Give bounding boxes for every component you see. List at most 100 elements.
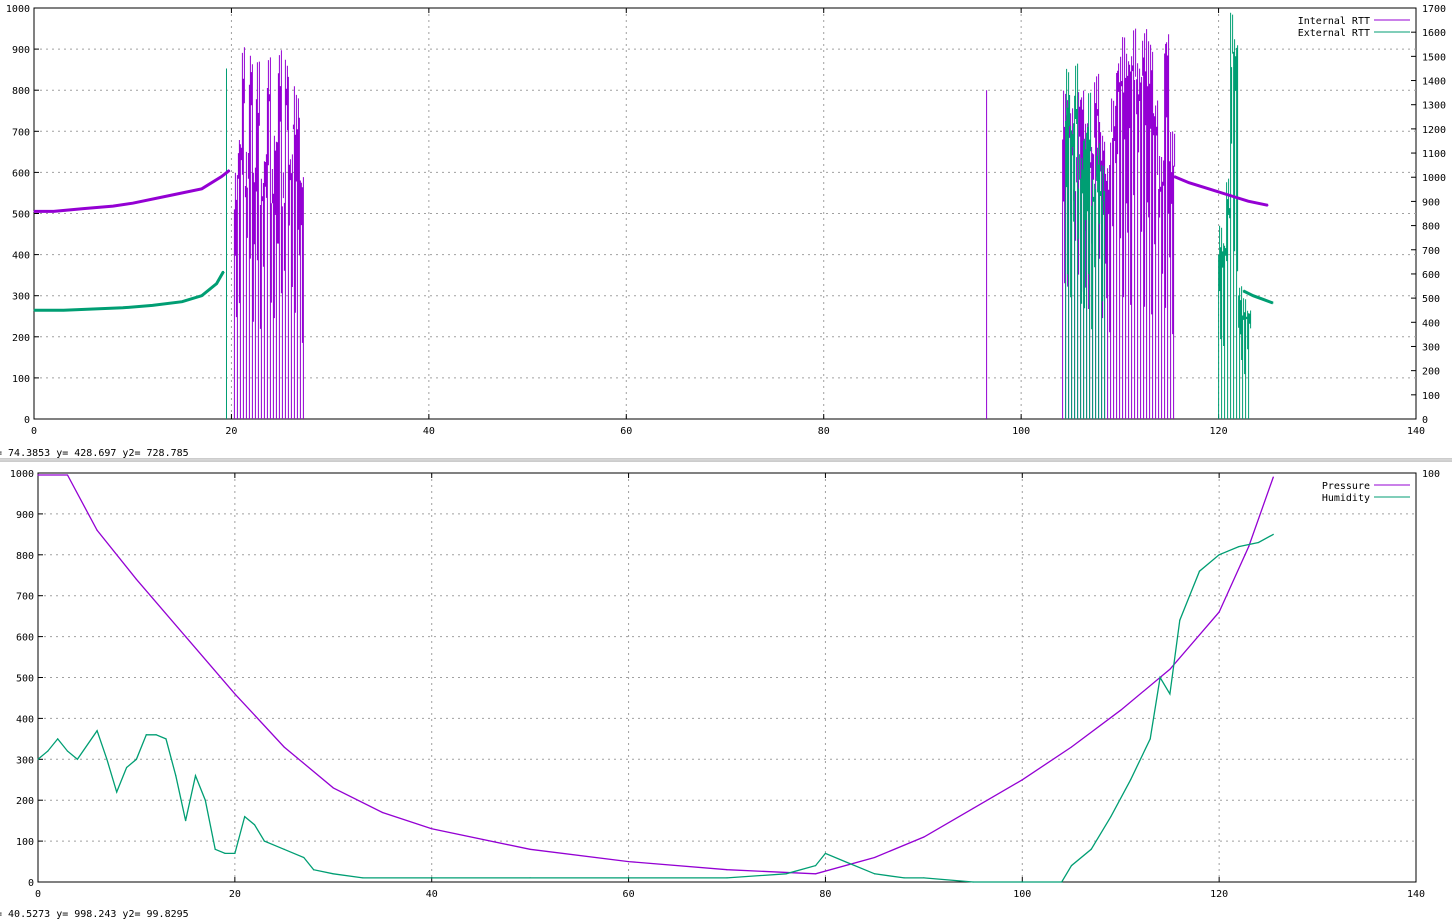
y-tick-label: 400 [16, 714, 34, 725]
data-point [1090, 848, 1092, 850]
y2-tick-label: 500 [1422, 294, 1440, 305]
data-point [228, 169, 231, 171]
data-point [1021, 779, 1023, 781]
burst-series [1062, 28, 1176, 419]
series-line [34, 270, 225, 312]
burst-series [233, 47, 304, 419]
y-tick-label: 500 [12, 210, 30, 221]
data-point [824, 852, 827, 854]
legend-label: External RTT [1298, 28, 1370, 39]
data-point [37, 758, 39, 760]
rtt-chart-panel[interactable]: 0 20 40 60 80 100 120 140 0 100 200 300 400 500 600 700… [0, 0, 1452, 462]
data-point [96, 529, 98, 531]
y-tick-label: 1000 [10, 469, 34, 480]
y-tick-label: 200 [16, 796, 34, 807]
data-point [814, 873, 817, 875]
y2-tick-label: 1600 [1422, 28, 1446, 39]
data-point [923, 877, 925, 879]
data-point [529, 848, 531, 850]
data-point [1189, 595, 1191, 597]
data-point [874, 856, 876, 859]
burst-spikes [1218, 12, 1252, 419]
burst-spikes [1065, 63, 1106, 419]
data-point [234, 852, 236, 854]
data-point [1247, 200, 1249, 202]
x-tick-label: 100 [1013, 889, 1031, 900]
data-point [1272, 302, 1274, 304]
rtt-chart[interactable]: 0 20 40 60 80 100 120 1400100200300400500600700… [0, 0, 1452, 462]
data-point [82, 207, 84, 210]
x-tick-label: 100 [1012, 426, 1030, 437]
y-tick-label: 200 [12, 333, 30, 344]
data-point [216, 283, 218, 285]
data-point [1208, 188, 1210, 190]
data-point [1070, 865, 1073, 867]
data-point [1267, 204, 1269, 206]
series-line [34, 169, 231, 213]
data-point [63, 309, 65, 311]
data-point [66, 474, 69, 476]
y-tick-label: 100 [16, 837, 34, 848]
data-point [303, 856, 305, 859]
data-point [112, 205, 114, 207]
series-line [1242, 289, 1274, 305]
data-point [627, 860, 630, 863]
data-point [1238, 546, 1240, 548]
y2-tick-label: 0 [1422, 415, 1428, 426]
data-point [1120, 709, 1122, 711]
data-point [1272, 476, 1274, 478]
x-tick-label: 120 [1210, 889, 1228, 900]
x-tick-label: 140 [1407, 426, 1425, 437]
data-point [1061, 881, 1063, 883]
data-point [165, 738, 167, 740]
y-tick-label: 700 [12, 127, 30, 138]
data-point [1218, 611, 1220, 613]
data-point [1159, 676, 1161, 679]
data-point [1242, 290, 1244, 292]
data-point [106, 758, 108, 760]
data-point [132, 202, 134, 204]
pressure-humidity-chart[interactable]: 0 20 40 60 80 100 120 140 0 100 200 300 400 500 600 700… [0, 462, 1452, 918]
y2-tick-label: 1000 [1422, 173, 1446, 184]
data-point [76, 758, 78, 760]
data-point [33, 210, 35, 213]
data-point [1169, 668, 1171, 670]
data-point [135, 758, 138, 760]
y-tick-label: 300 [12, 292, 30, 303]
data-point [431, 877, 433, 879]
burst-spikes [233, 47, 304, 419]
data-point [1070, 746, 1073, 748]
x-tick-label: 40 [426, 889, 438, 900]
data-point [92, 308, 94, 310]
y2-tick-label: 400 [1422, 318, 1440, 329]
data-point [1129, 779, 1132, 781]
pressure-humidity-chart-panel[interactable]: 0 20 40 60 80 100 120 140 0 100 200 300 400 500 600 700… [0, 462, 1452, 920]
data-point [923, 836, 925, 838]
legend-label: Humidity [1322, 493, 1370, 504]
data-point [122, 307, 124, 309]
legend-label: Internal RTT [1298, 16, 1370, 27]
y2-tick-label: 1700 [1422, 4, 1446, 15]
data-point [220, 175, 223, 178]
y-tick-label: 600 [12, 168, 30, 179]
x-tick-label: 60 [623, 889, 635, 900]
x-tick-label: 60 [620, 426, 632, 437]
x-tick-label: 80 [818, 426, 830, 437]
data-point [57, 738, 59, 740]
data-point [362, 877, 364, 879]
data-point [33, 309, 35, 311]
y2-tick-label: 800 [1422, 222, 1440, 233]
data-point [244, 815, 246, 818]
data-point [1262, 298, 1264, 300]
y2-tick-label: 1300 [1422, 101, 1446, 112]
y-tick-label: 900 [16, 510, 34, 521]
x-tick-label: 120 [1210, 426, 1228, 437]
data-point [627, 877, 630, 879]
y2-tick-label: 200 [1422, 367, 1440, 378]
y-tick-label: 0 [24, 415, 30, 426]
data-point [283, 746, 285, 748]
data-point [175, 775, 177, 777]
data-point [194, 775, 197, 777]
burst-series [1065, 63, 1106, 419]
data-point [145, 734, 147, 736]
